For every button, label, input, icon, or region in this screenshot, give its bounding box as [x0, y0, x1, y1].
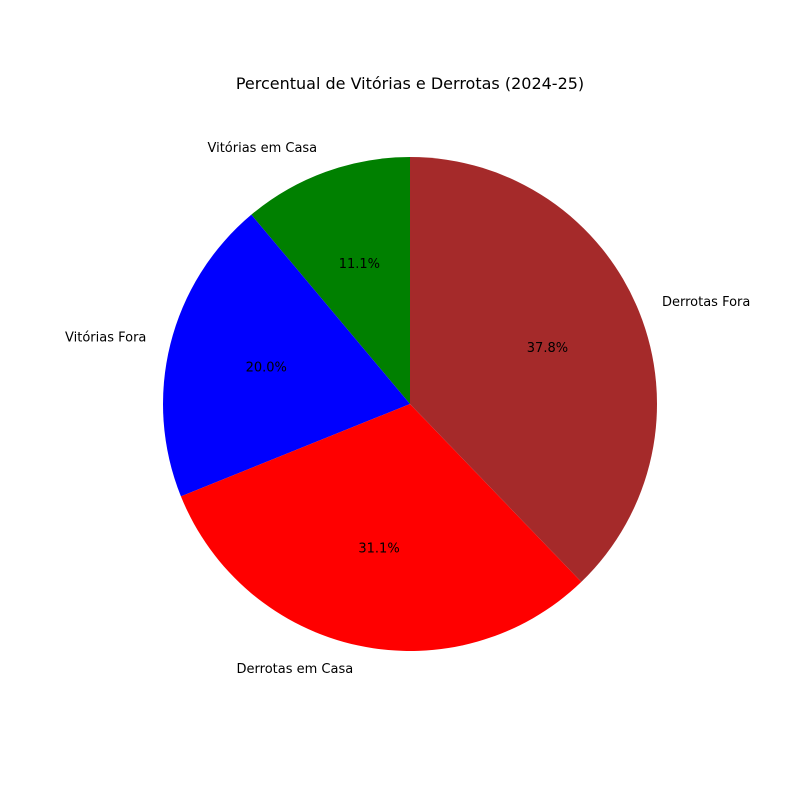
slice-label-derrotas-fora: Derrotas Fora [662, 295, 750, 310]
pct-label-vitorias-fora: 20.0% [246, 361, 287, 376]
slice-label-derrotas-em-casa: Derrotas em Casa [237, 662, 354, 677]
pie-slice-vitorias-fora [163, 214, 410, 497]
pct-label-derrotas-em-casa: 31.1% [358, 541, 399, 556]
chart-title: Percentual de Vitórias e Derrotas (2024-… [236, 74, 584, 93]
pie-slices [163, 157, 657, 651]
slice-label-vitorias-fora: Vitórias Fora [65, 331, 146, 346]
slice-label-vitorias-em-casa: Vitórias em Casa [207, 141, 317, 156]
pct-label-derrotas-fora: 37.8% [527, 341, 568, 356]
pct-label-vitorias-em-casa: 11.1% [339, 257, 380, 272]
pie-slice-vitorias-em-casa [251, 157, 410, 404]
pie-labels: Vitórias em Casa 11.1% Vitórias Fora 20.0% D… [65, 141, 750, 677]
pie-slice-derrotas-fora [410, 157, 657, 582]
pie-slice-derrotas-em-casa [180, 404, 582, 651]
